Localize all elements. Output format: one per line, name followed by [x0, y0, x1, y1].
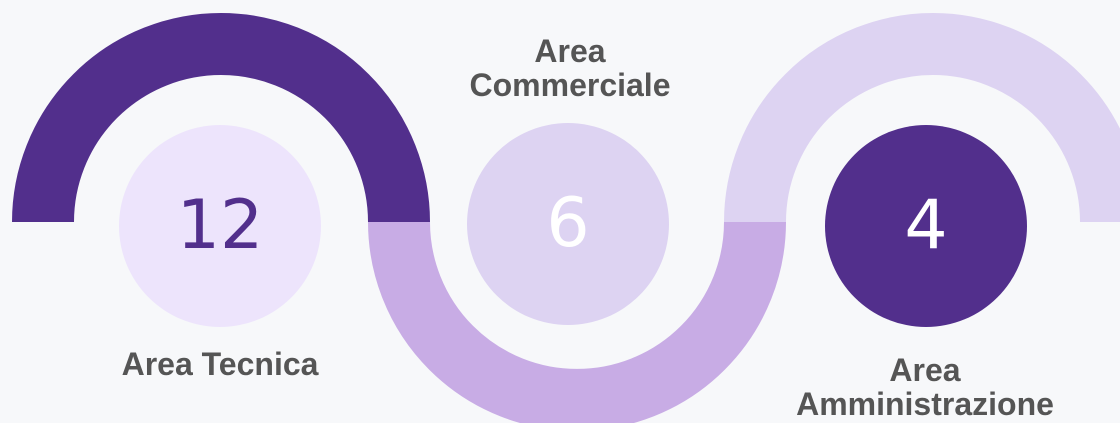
label-line: Area: [889, 352, 961, 388]
label-line: Area: [534, 33, 606, 69]
arc-bottom-middle: [368, 221, 786, 423]
label-line: Area Tecnica: [121, 346, 319, 382]
value-area-amministrazione: 4: [904, 186, 948, 265]
circle-area-tecnica: 12: [119, 125, 321, 327]
circle-area-commerciale: 6: [467, 123, 669, 325]
label-area-commerciale: Area Commerciale: [410, 34, 730, 102]
label-area-tecnica: Area Tecnica: [60, 347, 380, 381]
label-line: Amministrazione: [796, 386, 1054, 422]
label-area-amministrazione: Area Amministrazione: [760, 353, 1090, 421]
arc-top-right: [724, 13, 1120, 223]
value-area-tecnica: 12: [176, 186, 264, 265]
value-area-commerciale: 6: [546, 184, 590, 263]
arc-top-left: [12, 13, 430, 223]
label-line: Commerciale: [469, 67, 671, 103]
circle-area-amministrazione: 4: [825, 125, 1027, 327]
